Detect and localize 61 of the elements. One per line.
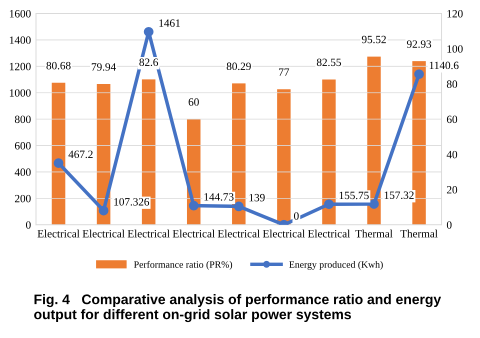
x-tick-label: Electrical — [38, 230, 80, 238]
point — [188, 200, 199, 211]
data-label: 95.52 — [362, 36, 386, 44]
point — [144, 27, 154, 37]
data-label: 144.73 — [204, 193, 234, 201]
bar — [322, 79, 336, 225]
x-tick-label: Electrical — [172, 230, 215, 238]
x-tick-label: Thermal — [400, 230, 438, 238]
point — [234, 202, 244, 212]
legend-label: Energy produced (Kwh) — [289, 260, 383, 270]
point — [414, 69, 424, 80]
bar — [367, 56, 381, 225]
bar — [277, 89, 291, 225]
data-label: 77 — [279, 68, 290, 76]
y-tick-label: 1400 — [10, 36, 31, 44]
bar — [52, 82, 66, 225]
bar — [412, 61, 426, 225]
data-label: 79.94 — [92, 63, 116, 71]
point — [369, 199, 379, 209]
y-tick-label: 1000 — [10, 89, 31, 97]
legend-label: Performance ratio (PR%) — [134, 260, 232, 270]
x-tick-label: Electrical — [128, 230, 170, 238]
y2-tick-label: 120 — [447, 10, 463, 18]
data-label: 92.93 — [406, 40, 432, 48]
y-tick-label: 1600 — [10, 10, 31, 18]
x-tick-label: Thermal — [355, 230, 393, 238]
y2-tick-label: 60 — [446, 116, 458, 124]
data-label: 107.326 — [114, 198, 150, 206]
point — [54, 158, 64, 168]
y-tick-label: 600 — [14, 142, 31, 150]
data-label: 467.2 — [68, 150, 93, 158]
y-tick-label: 0 — [26, 221, 31, 229]
point — [324, 199, 334, 210]
y2-tick-label: 20 — [446, 186, 458, 194]
x-tick-label: Electrical — [82, 230, 125, 238]
data-label: 0 — [294, 212, 299, 220]
data-label: 139 — [250, 194, 265, 202]
data-label: 155.75 — [340, 192, 369, 200]
bar — [232, 83, 246, 225]
data-label: 80.68 — [46, 62, 71, 70]
y2-tick-label: 40 — [446, 150, 458, 158]
point — [98, 206, 108, 216]
y2-tick-label: 80 — [446, 80, 458, 88]
data-label: 82.55 — [316, 58, 341, 66]
data-label: 82.6 — [139, 58, 158, 66]
y-tick-label: 200 — [14, 194, 31, 202]
data-label: 60 — [188, 98, 199, 106]
text: Fig. 4 Comparative analysis of performance ratio and energy output for different on-grid solar power systems — [34, 294, 442, 322]
data-label: 1461 — [159, 19, 180, 27]
y-tick-label: 800 — [14, 116, 31, 124]
x-tick-label: Electrical — [262, 230, 305, 238]
data-label: 1140.6 — [430, 62, 459, 70]
y-tick-label: 1200 — [10, 62, 31, 70]
x-tick-label: Electrical — [218, 230, 260, 238]
x-tick-label: Electrical — [308, 230, 350, 238]
y-tick-label: 400 — [14, 168, 31, 176]
bar — [96, 84, 110, 225]
data-label: 157.32 — [384, 191, 414, 200]
y2-tick-label: 0 — [446, 221, 452, 229]
y2-tick-label: 100 — [447, 45, 463, 53]
data-label: 80.29 — [226, 62, 251, 70]
